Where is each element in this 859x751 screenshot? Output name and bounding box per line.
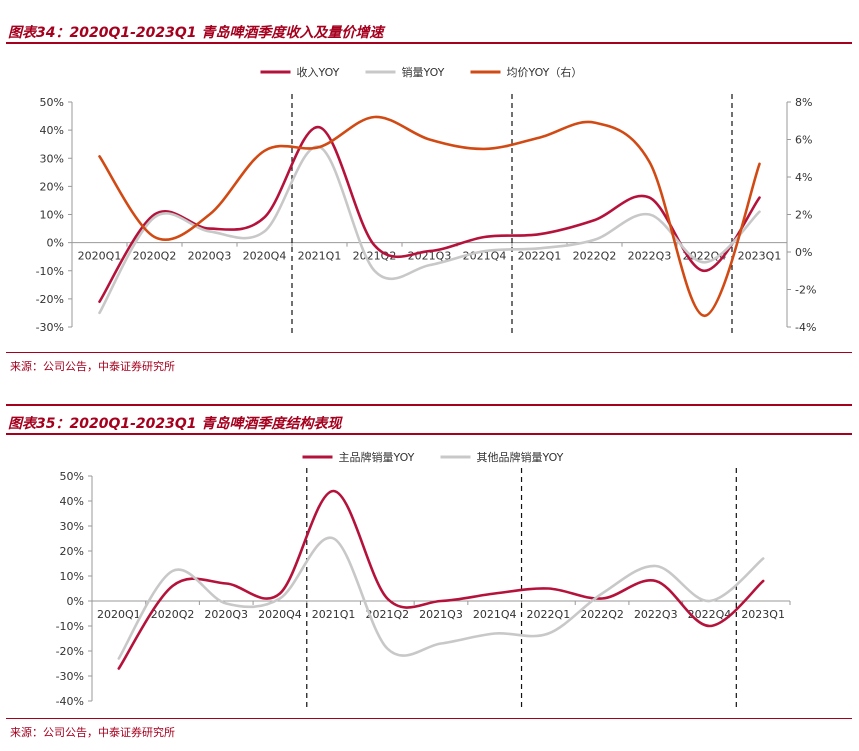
x-axis-tick-label: 2020Q1 <box>97 608 141 621</box>
x-axis-tick-label: 2022Q3 <box>634 608 678 621</box>
figure-34-source: 来源：公司公告，中泰证券研究所 <box>10 360 175 373</box>
left-axis-tick-label: 10% <box>60 570 84 583</box>
left-axis-tick-label: -20% <box>56 645 84 658</box>
left-axis-tick-label: 30% <box>40 152 64 165</box>
left-axis-tick-label: 50% <box>40 96 64 109</box>
left-axis-tick-label: 50% <box>60 470 84 483</box>
right-axis-tick-label: 8% <box>795 96 812 109</box>
legend-label-3: 均价YOY（右） <box>507 65 583 79</box>
x-axis-tick-label: 2021Q3 <box>419 608 463 621</box>
left-axis-tick-label: 20% <box>40 180 64 193</box>
figure-35-top-rule <box>6 404 852 406</box>
right-axis-tick-label: 6% <box>795 134 812 147</box>
x-axis-tick-label: 2022Q2 <box>580 608 624 621</box>
left-axis-tick-label: -30% <box>36 321 64 334</box>
figure-34-bottom-rule <box>6 352 852 353</box>
x-axis-tick-label: 2020Q2 <box>133 250 177 263</box>
x-axis-tick-label: 2020Q4 <box>243 250 287 263</box>
series-line-1 <box>98 125 761 303</box>
left-axis-tick-label: 40% <box>40 124 64 137</box>
figure-35-bottom-rule <box>6 718 852 719</box>
left-axis-tick-label: 30% <box>60 520 84 533</box>
figure-35-title: 图表35：2020Q1-2023Q1 青岛啤酒季度结构表现 <box>8 416 342 432</box>
left-axis-tick-label: -20% <box>36 293 64 306</box>
x-axis-tick-label: 2020Q2 <box>151 608 195 621</box>
x-axis-tick-label: 2022Q2 <box>573 250 617 263</box>
x-axis-tick-label: 2021Q1 <box>312 608 356 621</box>
left-axis-tick-label: -30% <box>56 670 84 683</box>
legend-label-2: 销量YOY <box>402 65 445 79</box>
left-axis-tick-label: 40% <box>60 495 84 508</box>
left-axis-tick-label: -10% <box>56 620 84 633</box>
x-axis-tick-label: 2022Q4 <box>688 608 732 621</box>
figure-34-chart: 50% 40% 30% 20% 10% 0% -10% -20% -30% 8% 6% 4% 2% 0% -… <box>36 65 816 335</box>
left-axis-tick-label: 10% <box>40 209 64 222</box>
left-axis-tick-label: -10% <box>36 265 64 278</box>
left-axis-tick-label: 20% <box>60 545 84 558</box>
x-axis-tick-label: 2021Q4 <box>473 608 517 621</box>
x-axis-tick-label: 2020Q1 <box>78 250 122 263</box>
figure-35-chart: 50% 40% 30% 20% 10% 0% -10% -20% -30% -40% 2020Q1 2… <box>56 450 791 709</box>
series-line-1 <box>117 489 765 670</box>
x-axis-tick-label: 2020Q4 <box>258 608 302 621</box>
left-axis-tick-label: 0% <box>47 237 64 250</box>
x-axis-tick-label: 2022Q1 <box>518 250 562 263</box>
legend-label-1: 收入YOY <box>297 65 340 79</box>
figure-34-title: 图表34：2020Q1-2023Q1 青岛啤酒季度收入及量价增速 <box>8 25 384 41</box>
legend-label-2: 其他品牌销量YOY <box>477 450 564 464</box>
x-axis-tick-label: 2022Q3 <box>628 250 672 263</box>
x-axis-tick-label: 2023Q1 <box>741 608 785 621</box>
x-axis-tick-label: 2021Q1 <box>298 250 342 263</box>
legend-label-1: 主品牌销量YOY <box>339 450 415 464</box>
right-axis-tick-label: 4% <box>795 171 812 184</box>
series-line-2 <box>117 536 765 660</box>
right-axis-tick-label: -2% <box>795 284 816 297</box>
figure-35-source: 来源：公司公告，中泰证券研究所 <box>10 726 175 739</box>
x-axis-tick-label: 2021Q2 <box>365 608 409 621</box>
x-axis-tick-label: 2020Q3 <box>204 608 248 621</box>
figure-35-title-rule <box>6 433 852 435</box>
left-axis-tick-label: -40% <box>56 695 84 708</box>
x-axis-tick-label: 2020Q3 <box>188 250 232 263</box>
right-axis-tick-label: -4% <box>795 321 816 334</box>
x-axis-tick-label: 2023Q1 <box>738 250 782 263</box>
right-axis-tick-label: 0% <box>795 246 812 259</box>
figure-34-title-rule <box>6 42 852 44</box>
left-axis-tick-label: 0% <box>67 595 84 608</box>
series-line-3 <box>98 115 761 318</box>
series-line-2 <box>98 145 761 315</box>
x-axis-tick-label: 2022Q1 <box>527 608 571 621</box>
right-axis-tick-label: 2% <box>795 209 812 222</box>
